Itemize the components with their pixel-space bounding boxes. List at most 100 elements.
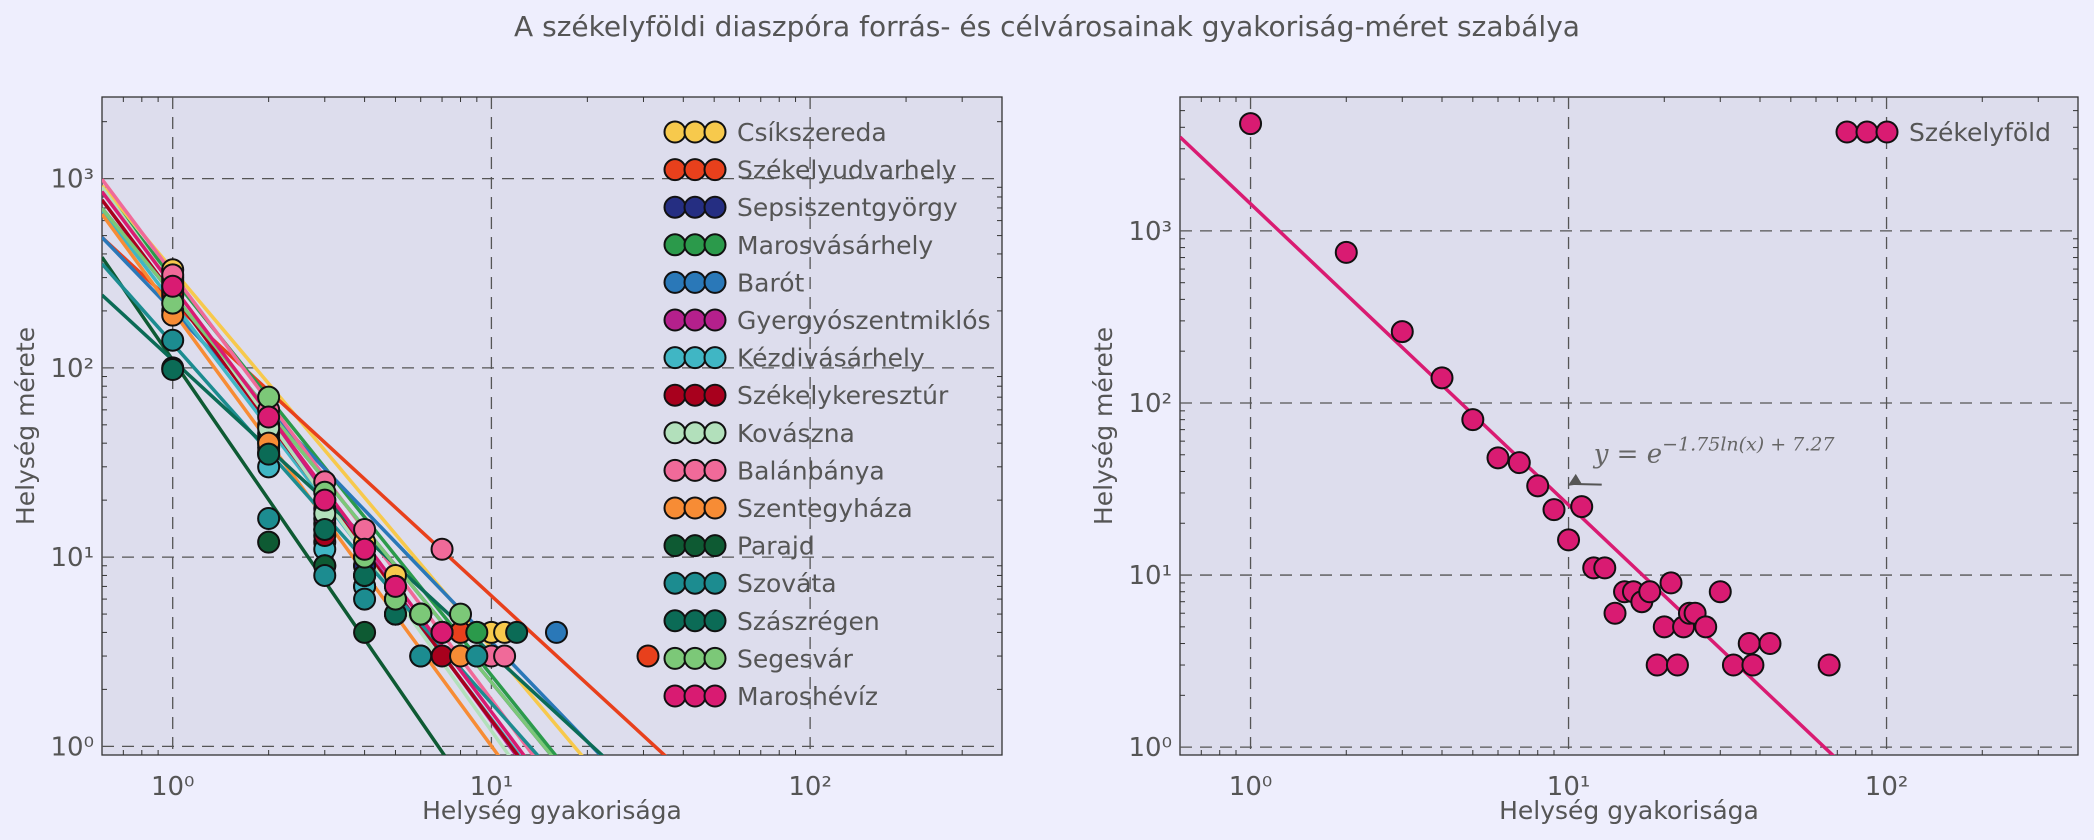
legend-marker-szekelykeresztur	[703, 383, 727, 407]
point-szovata	[409, 644, 433, 668]
annotation-text: y = e−1.75ln(x) + 7.27	[1593, 434, 1836, 470]
legend-marker-marosvasarhely	[683, 233, 707, 257]
point-szaszregen	[161, 358, 185, 382]
y-tick-label: 10⁰	[1128, 733, 1172, 763]
left-chart-panel: 10⁰ 10¹ 10² 10⁰ 10¹ 10² 10³ Helység gyakorisága…	[11, 96, 1003, 825]
y-tick-label: 10³	[50, 165, 94, 195]
legend-marker-balanbanya	[703, 458, 727, 482]
legend-marker-kezdivasarhely	[663, 346, 687, 370]
legend-marker-szekelyfold	[1875, 120, 1899, 144]
x-tick-label: 10⁰	[151, 772, 195, 802]
legend-label-csikszereda: Csíkszereda	[737, 118, 887, 147]
point-szekelyfold	[1390, 320, 1414, 344]
legend-marker-marosheviz	[663, 684, 687, 708]
point-szovata	[313, 563, 337, 587]
legend-marker-kovaszna	[703, 421, 727, 445]
fit-line-balanbanya	[102, 178, 536, 755]
legend-label-marosvasarhely: Marosvásárhely	[737, 231, 933, 260]
point-szekelyfold	[1758, 632, 1782, 656]
point-szekelyfold	[1645, 653, 1669, 677]
legend-item-szentegyhaza: Szentegyháza	[663, 494, 913, 523]
point-szekelyfold	[1603, 601, 1627, 625]
point-szovata	[465, 644, 489, 668]
legend-item-kovaszna: Kovászna	[663, 419, 855, 448]
y-tick-label: 10⁰	[50, 732, 94, 762]
point-marosheviz	[353, 537, 377, 561]
legend-label-szekelyudvarhely: Székelyudvarhely	[737, 156, 957, 185]
legend-marker-balanbanya	[663, 458, 687, 482]
fit-line-szaszregen	[102, 293, 605, 755]
x-axis-label: Helység gyakorisága	[1499, 796, 1759, 825]
fit-lines	[1180, 135, 1836, 755]
point-parajd	[353, 620, 377, 644]
point-szekelyfold	[1665, 653, 1689, 677]
legend-item-gyergyoszentmiklos: Gyergyószentmiklós	[663, 306, 991, 335]
legend-marker-sepsiszentgyorgy	[703, 195, 727, 219]
point-marosvasarhely	[465, 620, 489, 644]
legend-marker-barot	[703, 270, 727, 294]
legend-marker-csikszereda	[683, 120, 707, 144]
legend-marker-marosvasarhely	[663, 233, 687, 257]
legend-marker-szekelyudvarhely	[703, 158, 727, 182]
legend-label-parajd: Parajd	[737, 532, 815, 561]
legend-label-szekelyfold: Székelyföld	[1909, 118, 2051, 147]
legend-marker-szentegyhaza	[663, 496, 687, 520]
y-axis-label: Helység mérete	[11, 327, 40, 525]
legend-marker-gyergyoszentmiklos	[663, 308, 687, 332]
fit-line-szekelyfold	[1180, 135, 1836, 755]
right-chart-panel: 10⁰ 10¹ 10² 10⁰ 10¹ 10² 10³ Helység gyakorisága…	[1089, 96, 2079, 825]
point-marosheviz	[161, 274, 185, 298]
legend-marker-gyergyoszentmiklos	[683, 308, 707, 332]
legend-label-balanbanya: Balánbánya	[737, 456, 885, 485]
point-szekelyfold	[1430, 366, 1454, 390]
y-axis-label: Helység mérete	[1089, 327, 1118, 525]
point-szekelyfold	[1334, 240, 1358, 264]
point-szaszregen	[505, 620, 529, 644]
point-szekelyfold	[1593, 556, 1617, 580]
legend-marker-szentegyhaza	[683, 496, 707, 520]
fit-line-szekelykeresztur	[102, 198, 520, 755]
data-points	[1239, 112, 1841, 677]
legend-marker-szekelykeresztur	[683, 383, 707, 407]
annotation-arrowhead	[1567, 473, 1582, 486]
point-szekelyfold	[1694, 615, 1718, 639]
legend-marker-sepsiszentgyorgy	[683, 195, 707, 219]
data-points	[161, 258, 660, 668]
fit-line-csikszereda	[102, 184, 584, 755]
point-szekelyfold	[1557, 528, 1581, 552]
point-balanbanya	[493, 644, 517, 668]
point-marosheviz	[430, 620, 454, 644]
point-balanbanya	[430, 537, 454, 561]
legend-marker-kovaszna	[663, 421, 687, 445]
point-szaszregen	[257, 442, 281, 466]
point-segesvar	[449, 602, 473, 626]
x-tick-label: 10¹	[1547, 772, 1591, 802]
legend-item-szekelyfold: Székelyföld	[1835, 118, 2051, 147]
legend-item-szekelykeresztur: Székelykeresztúr	[663, 381, 949, 410]
legend-item-sepsiszentgyorgy: Sepsiszentgyörgy	[663, 193, 958, 222]
legend-marker-parajd	[683, 534, 707, 558]
legend-marker-kezdivasarhely	[683, 346, 707, 370]
point-szovata	[257, 506, 281, 530]
y-tick-label: 10¹	[50, 543, 94, 573]
plot-area	[101, 96, 1003, 756]
legend-marker-marosheviz	[703, 684, 727, 708]
point-szekelyfold	[1638, 580, 1662, 604]
legend-marker-sepsiszentgyorgy	[663, 195, 687, 219]
point-marosheviz	[313, 488, 337, 512]
legend-marker-szaszregen	[663, 609, 687, 633]
legend-label-szaszregen: Szászrégen	[737, 607, 880, 636]
point-barot	[544, 620, 568, 644]
x-tick-label: 10¹	[470, 772, 514, 802]
legend-marker-szovata	[663, 571, 687, 595]
legend-marker-szekelyudvarhely	[663, 158, 687, 182]
point-szekelyfold	[1659, 571, 1683, 595]
legend-marker-szekelyfold	[1835, 120, 1859, 144]
legend-label-kovaszna: Kovászna	[737, 419, 855, 448]
point-szekelyfold	[1737, 632, 1761, 656]
legend-label-barot: Barót	[737, 268, 804, 297]
point-szekelyfold	[1486, 446, 1510, 470]
legend-label-marosheviz: Maroshévíz	[737, 682, 878, 711]
point-balanbanya	[353, 517, 377, 541]
legend-label-szovata: Szováta	[737, 569, 837, 598]
